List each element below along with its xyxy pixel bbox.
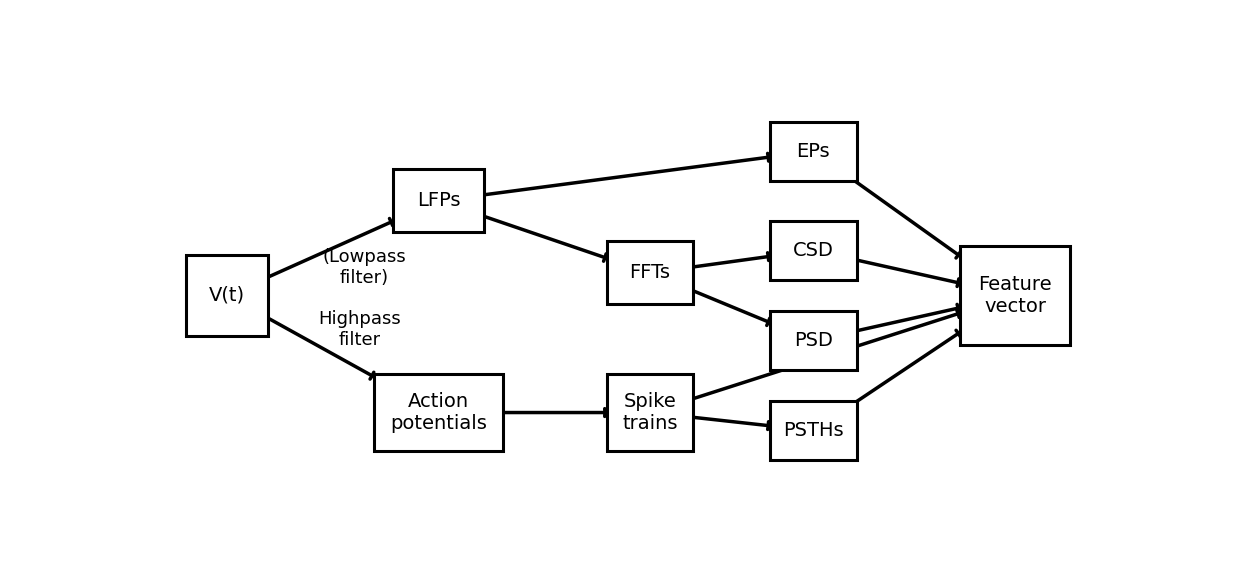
Text: FFTs: FFTs	[630, 263, 671, 283]
Text: CSD: CSD	[792, 241, 833, 260]
Text: LFPs: LFPs	[417, 191, 460, 211]
FancyBboxPatch shape	[373, 374, 503, 451]
Text: PSD: PSD	[794, 331, 833, 350]
Text: PSTHs: PSTHs	[782, 421, 843, 440]
Text: EPs: EPs	[796, 142, 830, 161]
Text: (Lowpass
filter): (Lowpass filter)	[322, 248, 405, 287]
FancyBboxPatch shape	[770, 311, 857, 370]
FancyBboxPatch shape	[770, 221, 857, 280]
Text: Feature
vector: Feature vector	[978, 275, 1052, 316]
Text: Highpass
filter: Highpass filter	[317, 310, 401, 349]
FancyBboxPatch shape	[393, 169, 484, 232]
FancyBboxPatch shape	[770, 401, 857, 460]
FancyBboxPatch shape	[606, 374, 693, 451]
Text: Spike
trains: Spike trains	[622, 392, 678, 433]
Text: V(t): V(t)	[210, 286, 246, 305]
FancyBboxPatch shape	[770, 122, 857, 181]
Text: Action
potentials: Action potentials	[391, 392, 487, 433]
FancyBboxPatch shape	[186, 255, 268, 336]
FancyBboxPatch shape	[606, 242, 693, 304]
FancyBboxPatch shape	[960, 246, 1070, 345]
